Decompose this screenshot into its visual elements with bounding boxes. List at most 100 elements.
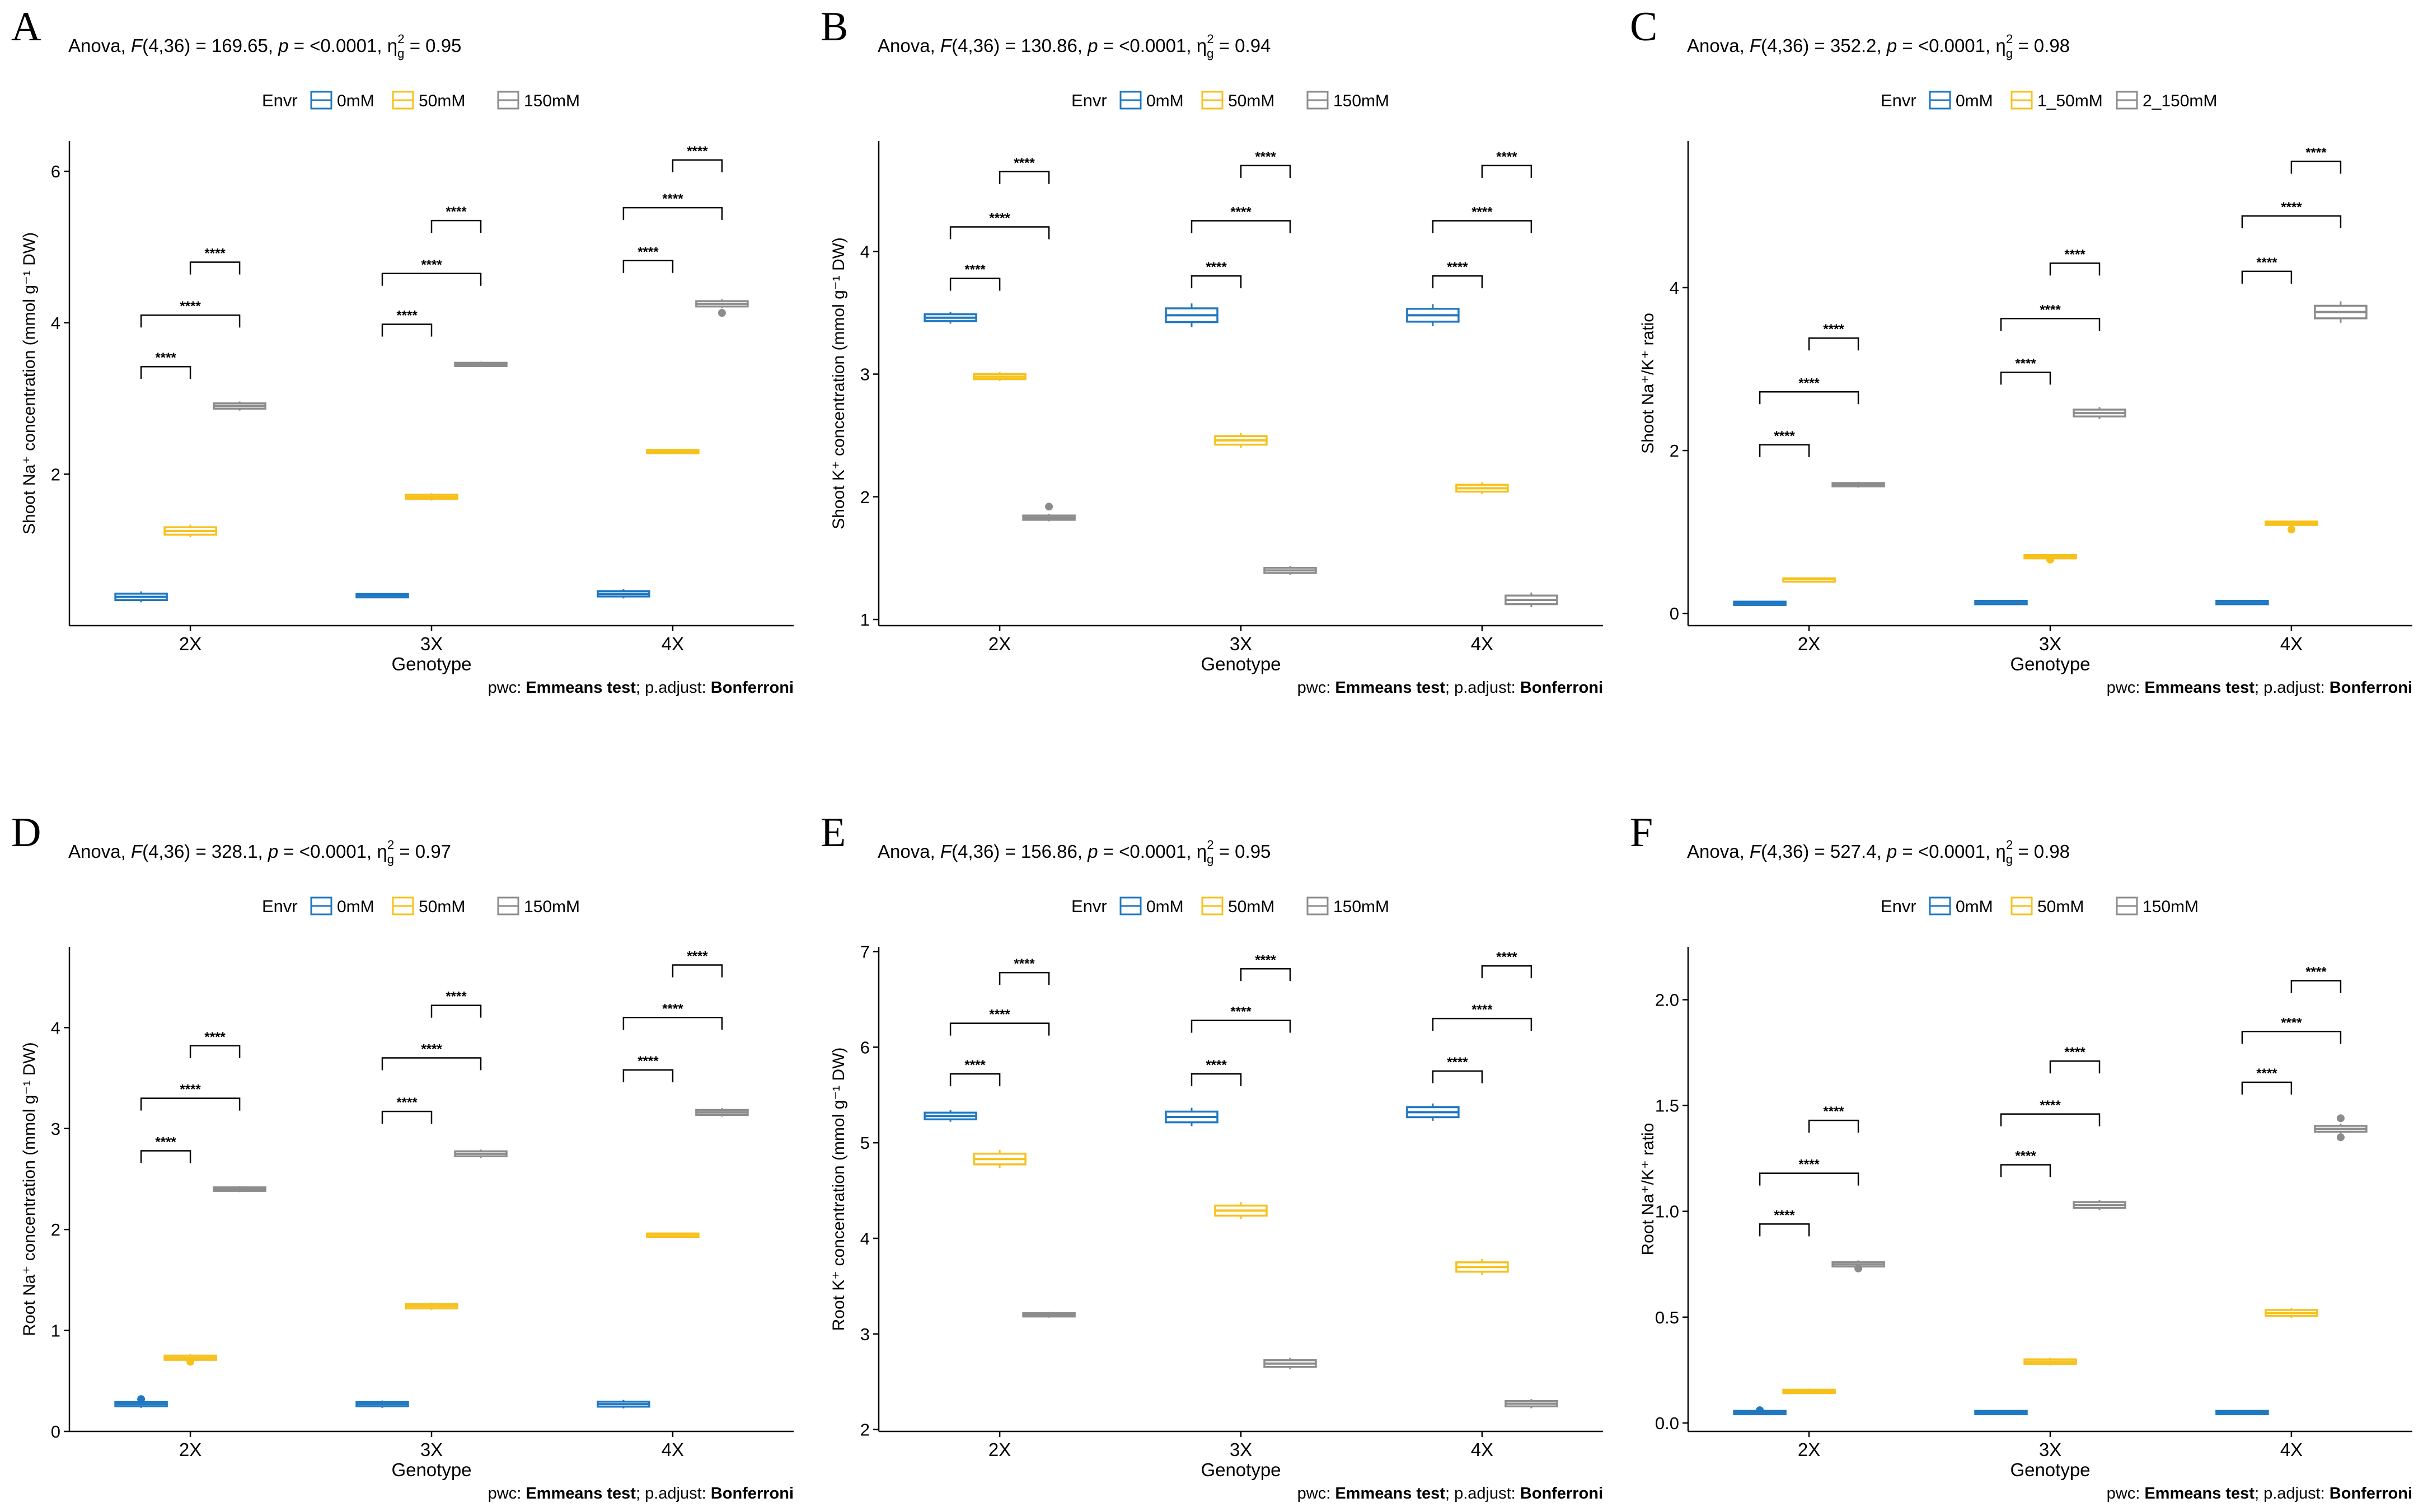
legend-key-0mM [1119,896,1142,915]
box-50mM-4X [1455,482,1509,494]
x-tick-label: 2X [988,1439,1011,1460]
significance-bracket: **** [672,144,723,172]
caption-mid: ; p.adjust: [636,679,711,697]
bracket-line [1759,444,1810,457]
significance-bracket: **** [381,1041,482,1070]
stats-title: Anova, F(4,36) = 352.2, p = <0.0001, ηg2… [1687,32,2070,60]
legend-label: 50mM [1228,898,1274,916]
y-tick-label: 2 [51,464,60,484]
stats-title-eta-val: = 0.98 [2013,841,2070,862]
legend: Envr 0mM 50mM 150mM [1071,896,1389,916]
caption-pre: pwc: [488,1485,526,1502]
box-50mM-3X [405,1302,458,1310]
stats-title-args: (4,36) = 156.86, [952,841,1088,862]
significance-bracket: **** [2241,1066,2293,1095]
box-150mM-2X [213,401,266,411]
box-50mM-2X [163,1354,217,1366]
significance-label: **** [964,1058,986,1073]
box-150mM-3X [2073,407,2126,419]
legend-label: 50mM [419,898,465,916]
significance-bracket: **** [1432,1002,1532,1031]
box-150mM-4X [1505,1399,1558,1408]
significance-bracket: **** [1432,1055,1483,1084]
caption-adjust: Bonferroni [1520,1485,1603,1502]
stats-title-prefix: Anova, [878,841,940,862]
box-0mM-3X [355,593,409,599]
significance-bracket: **** [999,956,1050,985]
x-tick-label: 2X [1798,1439,1820,1460]
legend-title: Envr [262,91,298,110]
y-axis-label: Root Na⁺/K⁺ ratio [1639,1123,1657,1256]
significance-bracket: **** [949,1007,1050,1036]
legend-label: 50mM [1228,92,1274,110]
significance-bracket: **** [2049,247,2101,276]
y-tick-label: 2 [860,487,870,507]
stats-title-p: p [1087,35,1098,56]
legend-label: 150mM [1333,898,1389,916]
significance-label: **** [180,1082,201,1097]
stats-title-f: F [1750,35,1762,56]
y-tick-label: 1.0 [1655,1202,1679,1222]
y-tick-label: 3 [860,365,870,384]
legend-label: 50mM [419,92,465,110]
stats-title-rest: = <0.0001, [1098,35,1197,56]
box-outlier [1854,1264,1863,1272]
x-tick-label: 3X [420,633,443,654]
bracket-line [140,1097,241,1111]
stats-title: Anova, F(4,36) = 527.4, p = <0.0001, ηg2… [1687,838,2070,866]
significance-bracket: **** [949,210,1050,240]
box-50mM-4X [646,448,700,454]
bracket-line [2000,318,2101,331]
bracket-line [999,971,1050,985]
panel-letter: B [821,4,848,50]
significance-label: **** [2064,247,2085,262]
stats-title-eta-sup: 2 [387,838,394,852]
bracket-line [1432,275,1483,289]
box-0mM-2X [924,312,977,324]
significance-label: **** [662,191,683,206]
legend-key-50mM [392,91,414,110]
significance-label: **** [989,210,1010,226]
y-axis-label: Shoot K⁺ concentration (mmol g⁻¹ DW) [829,237,848,529]
y-tick-label: 0.0 [1655,1414,1679,1433]
box-150mM-3X [1263,1358,1317,1369]
x-tick-label: 3X [2039,1439,2061,1460]
stats-title-p: p [1886,841,1897,862]
caption-mid: ; p.adjust: [1445,679,1520,697]
y-axis-label: Root K⁺ concentration (mmol g⁻¹ DW) [829,1048,848,1331]
bracket-line [949,1022,1050,1036]
legend: Envr 0mM 1_50mM 2_150mM [1881,91,2217,110]
panel-letter: D [11,810,41,856]
legend-key-150mM [497,896,519,915]
significance-label: **** [1447,260,1468,275]
box-0mM-4X [1406,1104,1460,1121]
stats-title-prefix: Anova, [878,35,940,56]
stats-title-args: (4,36) = 130.86, [952,35,1088,56]
legend-label: 50mM [2037,898,2084,916]
pwc-caption: pwc: Emmeans test; p.adjust: Bonferroni [1297,1485,1603,1502]
significance-bracket: **** [1191,1004,1291,1033]
legend-title: Envr [1881,896,1916,916]
caption-pre: pwc: [1297,679,1335,697]
box-50mM-2X [1782,1388,1836,1394]
box-150mM-3X [454,361,508,368]
legend-label: 0mM [337,898,374,916]
bracket-line [1191,1020,1291,1033]
significance-bracket: **** [1759,1157,1859,1186]
significance-bracket: **** [1759,375,1859,405]
box-150mM-4X [695,299,749,317]
significance-bracket: **** [949,262,1001,291]
stats-title-eta-sub: g [1207,46,1213,60]
bracket-line [1432,220,1532,233]
significance-label: **** [1447,1055,1468,1070]
caption-method: Emmeans test [526,1485,636,1502]
significance-bracket: **** [1808,1104,1859,1133]
significance-bracket: **** [1481,950,1532,979]
x-tick-label: 3X [1230,1439,1252,1460]
y-axis-label: Root Na⁺ concentration (mmol g⁻¹ DW) [20,1042,39,1336]
caption-pre: pwc: [2107,679,2145,697]
legend-label: 150mM [2143,898,2199,916]
bracket-line [1191,1073,1242,1087]
significance-label: **** [2040,302,2061,317]
panel-d: D Anova, F(4,36) = 328.1, p = <0.0001, ηg… [11,810,794,1502]
